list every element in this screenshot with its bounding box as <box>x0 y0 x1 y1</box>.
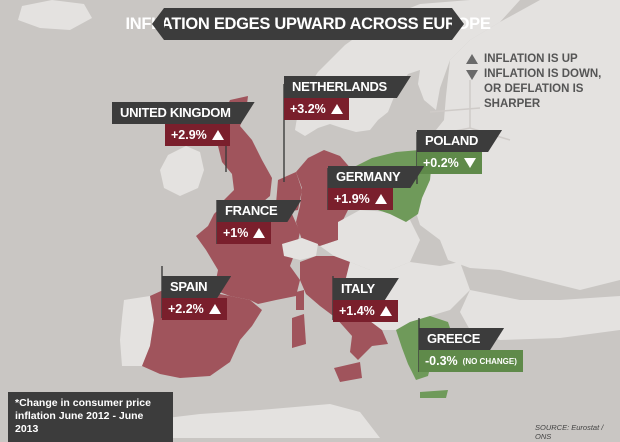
value-spain-text: +2.2% <box>168 302 204 316</box>
value-greece: -0.3% (NO CHANGE) <box>419 350 523 372</box>
arrow-up-icon <box>330 104 343 114</box>
country-name-netherlands: NETHERLANDS <box>284 76 411 98</box>
arrow-up-icon <box>208 304 221 314</box>
map-title: INFLATION EDGES UPWARD ACROSS EUROPE <box>125 8 491 40</box>
label-poland: POLAND +0.2% <box>417 130 502 174</box>
legend-down-label: INFLATION IS DOWN, OR DEFLATION IS SHARPE… <box>484 67 620 112</box>
country-name-poland: POLAND <box>417 130 502 152</box>
uk <box>218 96 272 208</box>
value-poland: +0.2% <box>417 152 482 174</box>
north-africa <box>130 404 380 438</box>
legend: INFLATION IS UP INFLATION IS DOWN, OR DEF… <box>466 52 620 112</box>
label-italy: ITALY +1.4% <box>333 278 399 322</box>
country-name-uk: UNITED KINGDOM <box>112 102 255 124</box>
sardinia <box>292 314 306 348</box>
label-spain: SPAIN +2.2% <box>162 276 231 320</box>
arrow-up-icon <box>211 130 224 140</box>
arrow-up-icon <box>253 228 266 238</box>
value-uk-text: +2.9% <box>171 128 207 142</box>
value-greece-text: -0.3% <box>425 354 458 368</box>
arrow-up-icon <box>379 306 392 316</box>
triangle-down-icon <box>466 70 478 80</box>
legend-down-line2: OR DEFLATION IS SHARPER <box>484 83 584 110</box>
value-uk: +2.9% <box>165 124 230 146</box>
map-title-text: INFLATION EDGES UPWARD ACROSS EUROPE <box>125 14 491 33</box>
legend-down-line1: INFLATION IS DOWN, <box>484 68 602 80</box>
value-france: +1% <box>217 222 272 244</box>
value-netherlands-text: +3.2% <box>290 102 326 116</box>
legend-down: INFLATION IS DOWN, OR DEFLATION IS SHARPE… <box>466 67 620 112</box>
value-italy-text: +1.4% <box>339 304 375 318</box>
label-greece: GREECE -0.3% (NO CHANGE) <box>419 328 523 372</box>
footnote-line2: inflation June 2012 - June 2013 <box>15 410 144 435</box>
footnote: *Change in consumer price inflation June… <box>8 392 173 442</box>
country-name-greece: GREECE <box>419 328 504 350</box>
legend-up-label: INFLATION IS UP <box>484 53 578 65</box>
corsica <box>296 290 304 310</box>
value-italy: +1.4% <box>333 300 398 322</box>
sicily <box>334 362 362 382</box>
value-poland-text: +0.2% <box>423 156 459 170</box>
portugal <box>120 296 154 366</box>
source-credit: SOURCE: Eurostat / ONS <box>535 423 604 441</box>
legend-up: INFLATION IS UP <box>466 52 620 67</box>
central-neutral <box>320 210 420 270</box>
triangle-up-icon <box>466 54 478 64</box>
value-netherlands: +3.2% <box>284 98 349 120</box>
arrow-up-icon <box>374 194 387 204</box>
country-name-italy: ITALY <box>333 278 399 300</box>
value-france-text: +1% <box>223 226 249 240</box>
ireland <box>160 146 204 196</box>
country-name-spain: SPAIN <box>162 276 231 298</box>
arrow-down-icon <box>463 158 476 168</box>
value-spain: +2.2% <box>162 298 227 320</box>
crete <box>420 390 448 398</box>
iceland <box>18 0 92 30</box>
switzerland <box>282 238 318 260</box>
value-germany-text: +1.9% <box>334 192 370 206</box>
eastern-land <box>412 0 620 290</box>
label-germany: GERMANY +1.9% <box>328 166 424 210</box>
label-netherlands: NETHERLANDS +3.2% <box>284 76 411 120</box>
label-france: FRANCE +1% <box>217 200 301 244</box>
country-name-france: FRANCE <box>217 200 301 222</box>
turkey <box>460 290 620 340</box>
country-name-germany: GERMANY <box>328 166 424 188</box>
footnote-line1: *Change in consumer price <box>15 397 151 409</box>
value-germany: +1.9% <box>328 188 393 210</box>
label-uk: UNITED KINGDOM +2.9% <box>112 102 255 146</box>
value-greece-note: (NO CHANGE) <box>462 356 517 366</box>
